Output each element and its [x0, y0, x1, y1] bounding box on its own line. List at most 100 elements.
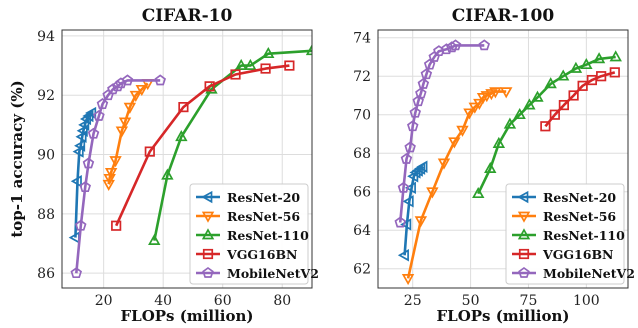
x-tick-label: 25: [404, 293, 422, 309]
chart-title: CIFAR-100: [452, 6, 555, 26]
data-point-resnet-56: [135, 84, 148, 97]
y-tick-label: 64: [353, 223, 371, 239]
data-point-resnet-110: [472, 186, 485, 199]
data-point-vgg16bn: [596, 71, 607, 82]
data-point-mobilenetv2: [404, 141, 416, 153]
data-point-resnet-110: [503, 117, 517, 129]
data-point-mobilenetv2: [400, 152, 413, 164]
y-tick-label: 90: [37, 148, 55, 164]
data-point-resnet-110: [531, 90, 544, 102]
data-point-mobilenetv2: [115, 77, 127, 89]
data-point-mobilenetv2: [154, 74, 166, 86]
y-tick-label: 62: [353, 262, 371, 278]
data-point-mobilenetv2: [394, 216, 406, 228]
data-point-resnet-56: [500, 87, 513, 99]
data-point-resnet-110: [556, 69, 570, 81]
y-axis-label: top-1 accuracy (%): [8, 80, 26, 237]
legend-marker: [201, 228, 215, 240]
data-point-vgg16bn: [549, 109, 560, 120]
data-point-resnet-20: [76, 124, 88, 138]
legend-label: ResNet-110: [543, 228, 625, 243]
plot-marks: [68, 44, 312, 279]
legend-label: ResNet-56: [227, 209, 300, 224]
y-tick-label: 70: [353, 108, 371, 124]
legend-label: VGG16BN: [542, 247, 613, 262]
data-point-vgg16bn: [144, 146, 155, 157]
data-point-vgg16bn: [284, 60, 295, 71]
data-point-resnet-110: [148, 233, 161, 245]
y-tick-label: 88: [37, 207, 55, 223]
chart-panel-1: 20 40 60 80 86 88 90 92 94 CIFAR-10 FLOPs (million…: [8, 6, 319, 325]
data-point-resnet-110: [569, 61, 583, 73]
data-point-resnet-20: [416, 160, 428, 173]
data-point-vgg16bn: [204, 81, 215, 92]
y-tick-label: 92: [37, 88, 55, 104]
data-point-mobilenetv2: [407, 120, 419, 132]
legend-marker: [201, 211, 215, 223]
y-tick-label: 94: [37, 29, 55, 45]
axes-frame: [377, 29, 629, 289]
data-point-resnet-20: [78, 118, 90, 132]
data-point-vgg16bn: [540, 121, 551, 132]
data-point-resnet-110: [492, 136, 506, 148]
legend-label: ResNet-20: [543, 190, 616, 205]
x-tick-label: 80: [273, 293, 291, 309]
legend-marker: [517, 190, 529, 204]
x-tick-label: 100: [573, 293, 600, 309]
data-point-mobilenetv2: [449, 39, 462, 51]
y-tick-label: 66: [353, 185, 371, 201]
legend-box: [189, 183, 309, 285]
x-tick-label: 50: [462, 293, 480, 309]
data-point-resnet-56: [115, 126, 129, 138]
data-point-resnet-20: [74, 139, 86, 152]
axes-frame: [61, 29, 313, 289]
data-point-resnet-56: [437, 158, 451, 170]
data-point-mobilenetv2: [423, 58, 436, 70]
data-point-mobilenetv2: [82, 157, 95, 169]
data-point-resnet-110: [609, 50, 622, 62]
data-point-vgg16bn: [260, 63, 271, 74]
data-point-mobilenetv2: [440, 43, 453, 55]
legend-marker: [202, 266, 214, 278]
data-point-resnet-110: [544, 77, 557, 89]
data-point-vgg16bn: [178, 102, 189, 113]
legend-label: ResNet-20: [227, 190, 300, 205]
data-point-resnet-56: [426, 187, 439, 199]
legend-label: MobileNetV2: [227, 266, 319, 281]
data-point-resnet-56: [468, 102, 481, 114]
data-point-resnet-20: [75, 130, 87, 143]
x-tick-label: 40: [154, 293, 172, 309]
data-point-resnet-110: [262, 46, 275, 59]
data-point-resnet-56: [473, 98, 486, 110]
x-tick-label: 20: [95, 293, 113, 309]
legend-label: ResNet-56: [543, 209, 616, 224]
data-point-resnet-56: [123, 102, 137, 114]
data-point-vgg16bn: [230, 69, 241, 80]
data-point-mobilenetv2: [417, 77, 430, 89]
x-tick-label: 60: [214, 293, 232, 309]
data-point-mobilenetv2: [409, 106, 421, 118]
data-point-resnet-56: [463, 108, 476, 120]
data-point-mobilenetv2: [412, 95, 424, 107]
y-tick-label: 68: [353, 146, 371, 162]
data-point-vgg16bn: [577, 80, 588, 91]
data-point-resnet-56: [129, 90, 143, 102]
legend-marker: [518, 266, 530, 278]
data-point-resnet-110: [580, 57, 593, 70]
data-point-resnet-20: [70, 175, 82, 188]
data-point-resnet-110: [592, 52, 606, 64]
data-point-mobilenetv2: [93, 109, 105, 121]
x-axis-label: FLOPs (million): [121, 307, 254, 325]
data-point-resnet-110: [513, 107, 526, 120]
data-point-mobilenetv2: [96, 98, 109, 110]
series-line-resnet-110: [477, 55, 616, 195]
data-point-resnet-20: [402, 195, 414, 208]
data-point-resnet-56: [401, 274, 415, 286]
legend-marker: [202, 248, 214, 260]
data-point-vgg16bn: [558, 99, 569, 111]
data-point-resnet-110: [161, 168, 174, 180]
data-point-mobilenetv2: [75, 219, 87, 231]
data-point-mobilenetv2: [121, 74, 134, 86]
data-point-mobilenetv2: [79, 181, 91, 193]
